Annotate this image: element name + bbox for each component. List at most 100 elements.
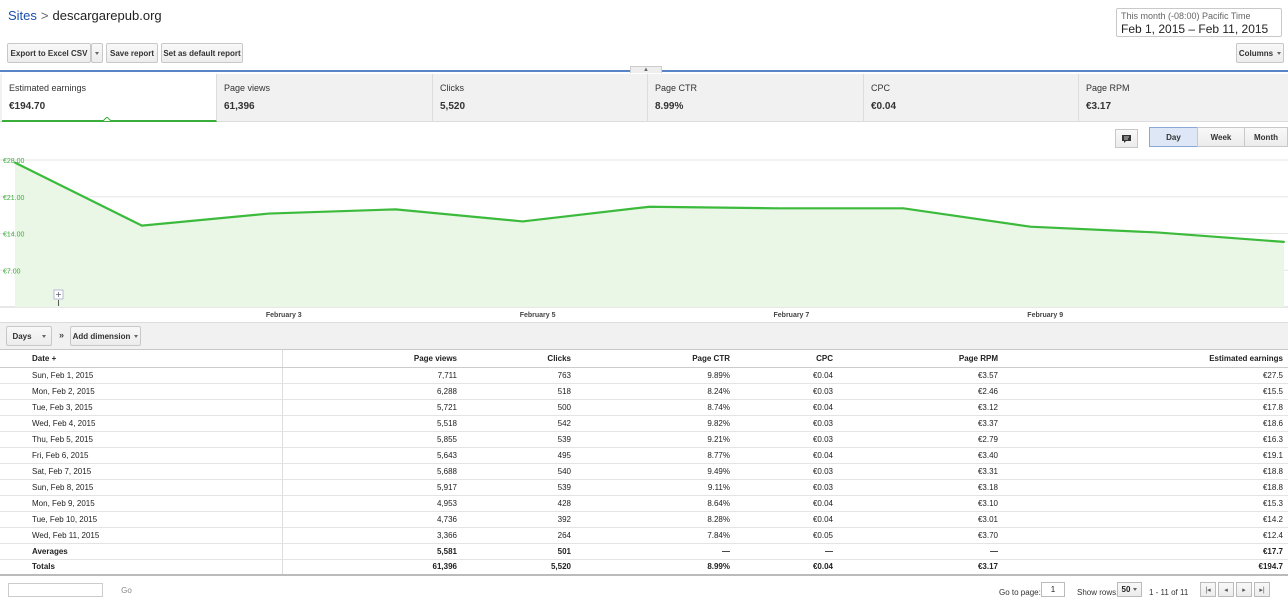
cell-page-rpm: €2.46	[838, 383, 1003, 400]
prev-page-button[interactable]: ◂	[1218, 582, 1234, 597]
table-footer: Go Go to page: 1 Show rows: 50 1 - 11 of…	[0, 579, 1288, 597]
col-header-page-ctr[interactable]: Page CTR	[576, 350, 735, 368]
view-day-button[interactable]: Day	[1149, 127, 1198, 147]
report-table: Date + Page views Clicks Page CTR CPC Pa…	[0, 350, 1288, 576]
col-header-date-label: Date	[32, 353, 50, 363]
collapse-chart-tab[interactable]: ▲	[630, 66, 662, 73]
rows-per-page-value: 50	[1121, 585, 1131, 594]
col-header-clicks[interactable]: Clicks	[462, 350, 576, 368]
metric-value: €194.70	[9, 101, 46, 112]
cell-clicks: 763	[462, 367, 576, 384]
cell-cpc: €0.04	[735, 511, 838, 528]
table-header-row: Date + Page views Clicks Page CTR CPC Pa…	[0, 350, 1288, 368]
chart-point	[775, 207, 778, 210]
save-report-label: Save report	[109, 48, 155, 58]
x-tick-label: February 9	[1027, 312, 1063, 319]
last-page-button[interactable]: ▸|	[1254, 582, 1270, 597]
comment-icon	[1122, 134, 1131, 143]
breadcrumb-sites-link[interactable]: Sites	[8, 8, 37, 23]
table-row: Tue, Feb 3, 2015 5,721 500 8.74% €0.04 €3.12 €…	[0, 399, 1288, 416]
cell-date: Thu, Feb 5, 2015	[0, 431, 283, 448]
page-number-input[interactable]: 1	[1041, 582, 1065, 597]
chevron-right-icon: ▸	[1242, 586, 1246, 594]
next-page-button[interactable]: ▸	[1236, 582, 1252, 597]
col-header-date[interactable]: Date +	[0, 350, 283, 368]
metric-name: Page views	[224, 83, 271, 93]
dimension-bar	[0, 322, 1288, 350]
cell-page-rpm: €3.18	[838, 479, 1003, 496]
table-row: Sat, Feb 7, 2015 5,688 540 9.49% €0.03 €3.31 €…	[0, 463, 1288, 480]
columns-label: Columns	[1238, 48, 1274, 58]
cell-date: Tue, Feb 3, 2015	[0, 399, 283, 416]
metric-value: 61,396	[224, 101, 255, 112]
metric-value: €0.04	[871, 101, 897, 112]
chevron-down-icon	[95, 51, 99, 55]
col-header-page-views[interactable]: Page views	[282, 350, 462, 368]
chevron-left-icon: ◂	[1224, 586, 1228, 594]
metric-name: CPC	[871, 83, 891, 93]
view-month-button[interactable]: Month	[1244, 127, 1288, 147]
last-page-icon: ▸|	[1259, 586, 1265, 594]
cell-clicks: 501	[462, 543, 576, 560]
metric-tab-page-rpm[interactable]: Page RPM €3.17	[1079, 74, 1288, 122]
cell-estimated-earnings: €14.2	[1003, 511, 1288, 528]
metric-value: 5,520	[440, 101, 466, 112]
cell-clicks: 495	[462, 447, 576, 464]
col-header-cpc[interactable]: CPC	[735, 350, 838, 368]
earnings-chart-svg: €28.00 €21.00 €14.00 €7.00 February 3 Februar…	[0, 158, 1288, 319]
breadcrumb-separator: >	[40, 8, 49, 23]
go-to-page-label: Go to page:	[999, 588, 1041, 597]
x-tick-label: February 5	[520, 312, 556, 319]
date-range-picker[interactable]: This month (-08:00) Pacific Time Feb 1, …	[1116, 8, 1282, 37]
cell-date: Mon, Feb 9, 2015	[0, 495, 283, 512]
add-dimension-dropdown[interactable]: Add dimension	[70, 326, 141, 346]
chart-point	[140, 224, 143, 227]
annotation-button[interactable]	[1115, 129, 1138, 148]
cell-cpc: €0.04	[735, 367, 838, 384]
cell-page-views: 4,736	[282, 511, 462, 528]
days-label: Days	[12, 331, 32, 341]
metric-tab-clicks[interactable]: Clicks 5,520	[433, 74, 648, 122]
cell-page-ctr: 9.11%	[576, 479, 735, 496]
metric-value: 8.99%	[655, 101, 684, 112]
metric-value: €3.17	[1086, 101, 1112, 112]
table-row: Sun, Feb 8, 2015 5,917 539 9.11% €0.03 €3.18 €…	[0, 479, 1288, 496]
col-header-page-rpm[interactable]: Page RPM	[838, 350, 1003, 368]
export-csv-button[interactable]: Export to Excel CSV	[7, 43, 91, 63]
cell-cpc: €0.04	[735, 559, 838, 576]
metric-tab-page-views[interactable]: Page views 61,396	[217, 74, 433, 122]
chart-point	[648, 205, 651, 208]
cell-clicks: 428	[462, 495, 576, 512]
col-header-estimated-earnings[interactable]: Estimated earnings	[1003, 350, 1288, 368]
first-page-button[interactable]: |◂	[1200, 582, 1216, 597]
cell-date: Tue, Feb 10, 2015	[0, 511, 283, 528]
table-row: Mon, Feb 2, 2015 6,288 518 8.24% €0.03 €2.46 €…	[0, 383, 1288, 400]
table-body: Sun, Feb 1, 2015 7,711 763 9.89% €0.04 €3.57 €…	[0, 367, 1288, 576]
metric-name: Page RPM	[1086, 83, 1130, 93]
save-report-button[interactable]: Save report	[106, 43, 158, 63]
cell-page-ctr: 7.84%	[576, 527, 735, 544]
metric-tab-cpc[interactable]: CPC €0.04	[864, 74, 1079, 122]
cell-page-ctr: 9.49%	[576, 463, 735, 480]
rows-per-page-dropdown[interactable]: 50	[1117, 582, 1142, 597]
date-range-value: Feb 1, 2015 – Feb 11, 2015	[1121, 22, 1269, 36]
columns-button[interactable]: Columns	[1236, 43, 1284, 63]
go-button[interactable]: Go	[121, 586, 132, 595]
chart-point	[521, 220, 524, 223]
filter-input[interactable]	[8, 583, 103, 597]
table-row: Fri, Feb 6, 2015 5,643 495 8.77% €0.04 €3.40 €…	[0, 447, 1288, 464]
cell-page-ctr: 8.64%	[576, 495, 735, 512]
cell-page-rpm: €3.57	[838, 367, 1003, 384]
metric-tab-estimated-earnings[interactable]: Estimated earnings €194.70	[2, 74, 217, 122]
view-week-button[interactable]: Week	[1197, 127, 1245, 147]
cell-page-ctr: 8.24%	[576, 383, 735, 400]
export-options-dropdown[interactable]	[91, 43, 103, 63]
cell-clicks: 540	[462, 463, 576, 480]
cell-page-views: 5,581	[282, 543, 462, 560]
days-dimension-dropdown[interactable]: Days	[6, 326, 52, 346]
cell-date: Sun, Feb 1, 2015	[0, 367, 283, 384]
metric-tab-page-ctr[interactable]: Page CTR 8.99%	[648, 74, 864, 122]
totals-row: Totals 61,396 5,520 8.99% €0.04 €3.17 €194.7	[0, 559, 1288, 576]
chart-point	[267, 212, 270, 215]
set-default-report-button[interactable]: Set as default report	[161, 43, 243, 63]
